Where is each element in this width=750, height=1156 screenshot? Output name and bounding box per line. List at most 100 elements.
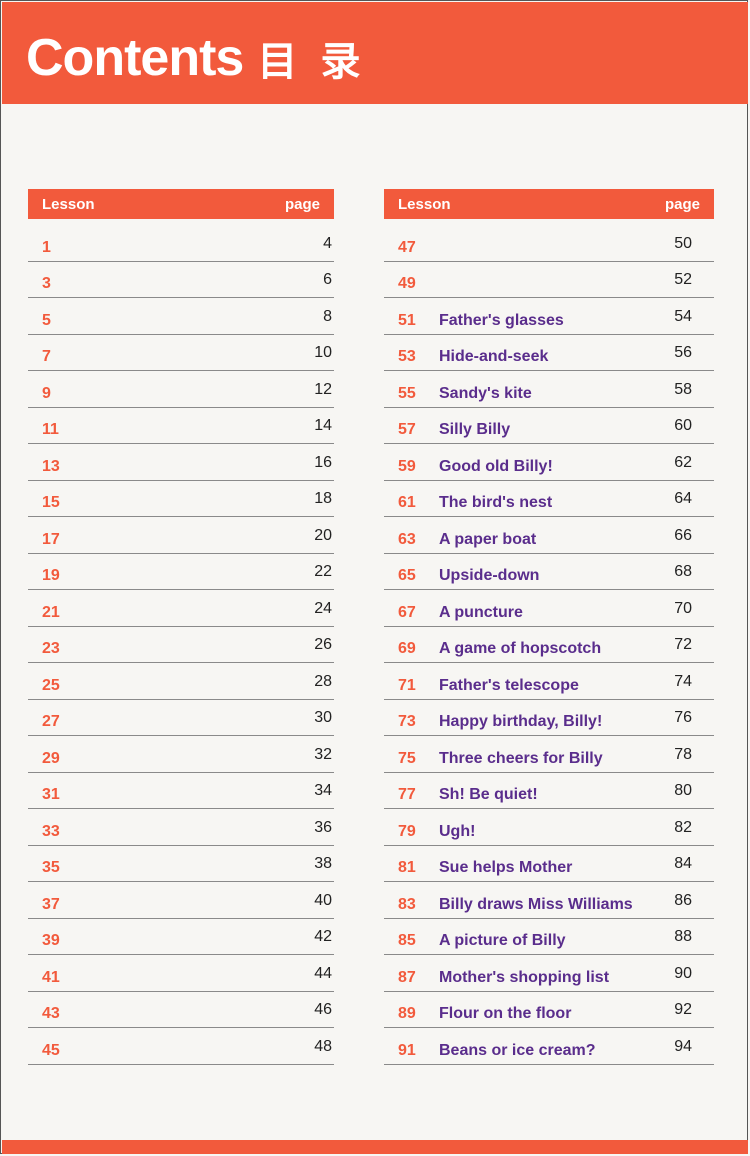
lesson-title: Hide-and-seek (439, 348, 549, 365)
toc-row: 33 36 (28, 809, 334, 846)
lesson-number: 41 (42, 968, 60, 986)
lesson-number: 19 (42, 567, 60, 584)
lesson-number: 33 (42, 822, 60, 840)
page-number: 92 (674, 1001, 692, 1018)
lesson-number: 71 (398, 676, 416, 694)
toc-row: 61 The bird's nest 64 (384, 481, 714, 517)
lesson-title: Sue helps Mother (439, 859, 573, 876)
page-number: 88 (674, 928, 692, 945)
toc-row: 63 A paper boat 66 (384, 517, 714, 554)
page-number: 34 (314, 782, 332, 799)
lesson-number: 45 (42, 1041, 60, 1059)
lesson-number: 87 (398, 968, 416, 986)
lesson-title: Three cheers for Billy (439, 749, 603, 767)
lesson-number: 59 (398, 457, 416, 475)
page-number: 8 (323, 307, 332, 325)
lesson-number: 39 (42, 932, 60, 949)
page-number: 56 (674, 344, 692, 361)
lesson-title: Beans or ice cream? (439, 1041, 596, 1059)
toc-row: 13 16 (28, 444, 334, 481)
lesson-number: 57 (398, 421, 416, 438)
toc-row: 9 12 (28, 371, 334, 408)
toc-row: 31 34 (28, 773, 334, 809)
lesson-title: A paper boat (439, 530, 537, 548)
page-number: 48 (314, 1037, 332, 1055)
lesson-title: Good old Billy! (439, 457, 553, 475)
toc-row: 55 Sandy's kite 58 (384, 371, 714, 408)
page-number: 4 (323, 234, 332, 252)
page-number: 84 (674, 855, 692, 872)
page-number: 72 (674, 636, 692, 653)
lesson-number: 53 (398, 348, 416, 365)
lesson-number: 63 (398, 530, 416, 548)
lesson-number: 67 (398, 603, 416, 621)
page-number: 40 (314, 891, 332, 909)
page-number: 50 (674, 234, 692, 252)
lesson-title: Silly Billy (439, 421, 511, 438)
toc-row: 43 46 (28, 992, 334, 1028)
page-number: 32 (314, 745, 332, 763)
lesson-number: 89 (398, 1005, 416, 1022)
toc-row: 81 Sue helps Mother 84 (384, 846, 714, 882)
lesson-number: 83 (398, 895, 416, 913)
toc-row: 69 A game of hopscotch 72 (384, 627, 714, 663)
lesson-title: Sh! Be quiet! (439, 786, 538, 803)
lesson-number: 23 (42, 640, 60, 657)
page-number: 12 (314, 380, 332, 398)
toc-rows-left: 1 4 3 6 5 8 7 10 9 12 11 14 13 16 15 18 17 20 19 22 21 24 23 26… (28, 225, 334, 1065)
lesson-number: 75 (398, 749, 416, 767)
page-number: 86 (674, 891, 692, 909)
lesson-number: 21 (42, 603, 60, 621)
toc-rows-right: 47 50 49 52 51 Father's glasses 54 53 Hide-and-s… (384, 225, 714, 1065)
toc-row: 75 Three cheers for Billy 78 (384, 736, 714, 773)
page-number: 70 (674, 599, 692, 617)
page-number: 20 (314, 526, 332, 544)
lesson-title: Billy draws Miss Williams (439, 895, 633, 913)
lesson-number: 37 (42, 895, 60, 913)
page-number: 54 (674, 307, 692, 325)
lesson-title: Ugh! (439, 822, 476, 840)
lesson-number: 35 (42, 859, 60, 876)
toc-row: 15 18 (28, 481, 334, 517)
page-title: Contents 目 录 (26, 28, 366, 88)
toc-row: 79 Ugh! 82 (384, 809, 714, 846)
toc-row: 49 52 (384, 262, 714, 298)
header-band: Contents 目 录 (2, 2, 748, 104)
toc-row: 67 A puncture 70 (384, 590, 714, 627)
lesson-title: Upside-down (439, 567, 540, 584)
toc-row: 65 Upside-down 68 (384, 554, 714, 590)
page-number: 82 (674, 818, 692, 836)
toc-row: 85 A picture of Billy 88 (384, 919, 714, 955)
toc-row: 23 26 (28, 627, 334, 663)
lesson-column-label: Lesson (398, 196, 451, 213)
lesson-number: 91 (398, 1041, 416, 1059)
toc-row: 35 38 (28, 846, 334, 882)
lesson-number: 5 (42, 311, 51, 329)
lesson-number: 61 (398, 494, 416, 511)
toc-row: 29 32 (28, 736, 334, 773)
toc-table-left: Lesson page 1 4 3 6 5 8 7 10 9 12 11 14 13 16 15 18 17 20… (28, 189, 334, 1065)
footer-band (2, 1140, 748, 1154)
lesson-title: Father's glasses (439, 311, 564, 329)
page-number: 58 (674, 380, 692, 398)
toc-row: 45 48 (28, 1028, 334, 1065)
toc-row: 53 Hide-and-seek 56 (384, 335, 714, 371)
lesson-number: 79 (398, 822, 416, 840)
column-header-right: Lesson page (384, 189, 714, 219)
page-column-label: page (664, 196, 700, 213)
lesson-number: 7 (42, 348, 51, 365)
lesson-number: 17 (42, 530, 60, 548)
toc-row: 39 42 (28, 919, 334, 955)
page-number: 10 (314, 344, 332, 361)
lesson-title: Sandy's kite (439, 384, 532, 402)
toc-row: 17 20 (28, 517, 334, 554)
column-header-left: Lesson page (28, 189, 334, 219)
toc-row: 77 Sh! Be quiet! 80 (384, 773, 714, 809)
toc-row: 87 Mother's shopping list 90 (384, 955, 714, 992)
page-number: 36 (314, 818, 332, 836)
toc-row: 83 Billy draws Miss Williams 86 (384, 882, 714, 919)
lesson-title: Happy birthday, Billy! (439, 713, 603, 730)
toc-row: 27 30 (28, 700, 334, 736)
page-number: 52 (674, 271, 692, 288)
